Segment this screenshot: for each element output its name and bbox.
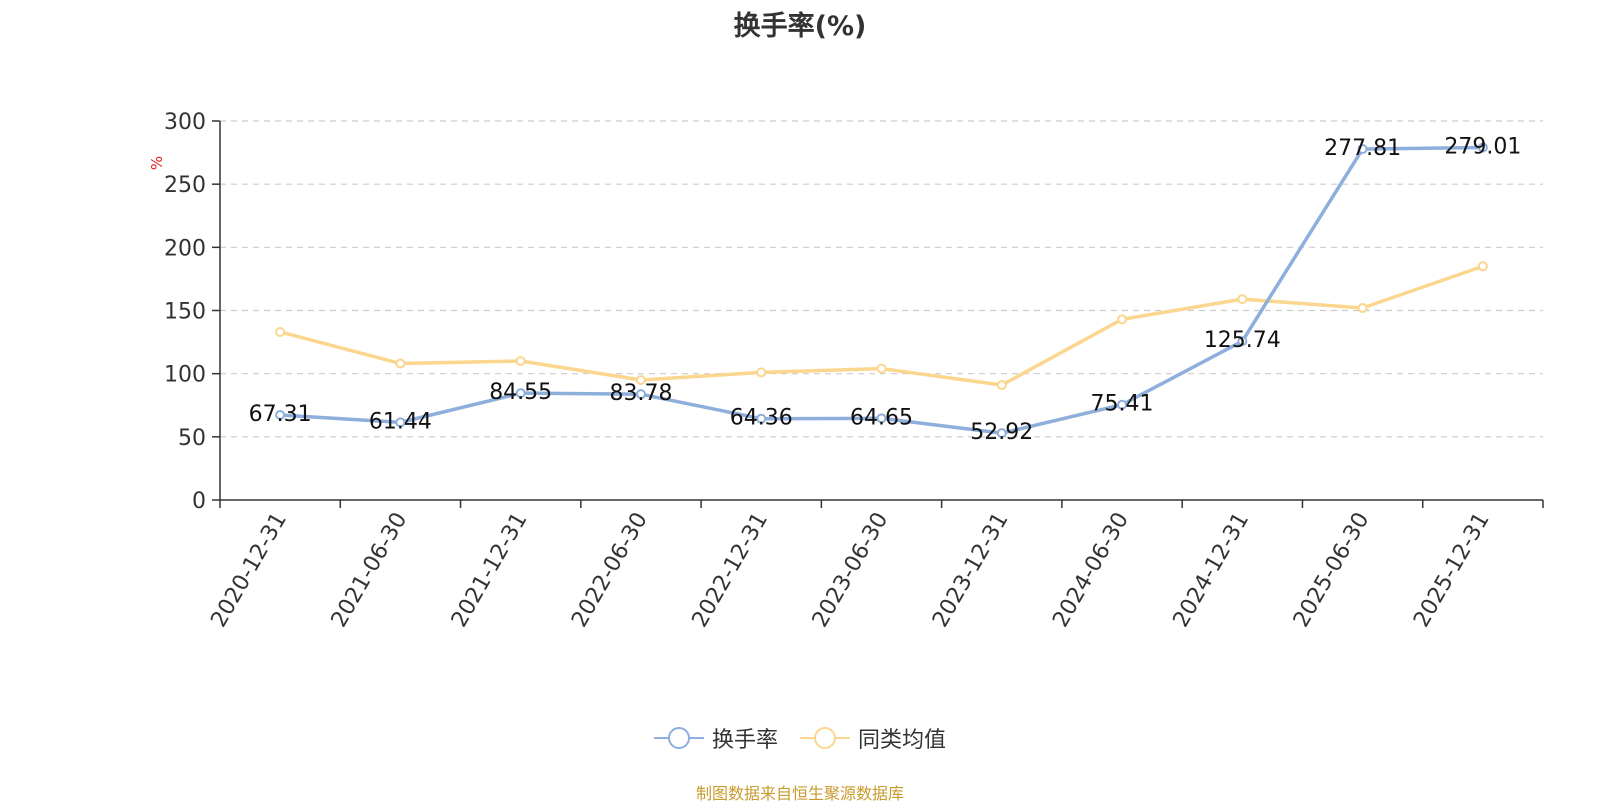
- legend-item-turnover[interactable]: 换手率: [653, 722, 778, 754]
- legend: 换手率 同类均值: [0, 722, 1600, 754]
- data-point: [635, 374, 646, 385]
- data-label: 61.44: [369, 409, 432, 434]
- data-point: [1237, 336, 1248, 347]
- x-tick-label: 2025-12-31: [1409, 508, 1495, 631]
- data-label: 75.41: [1091, 392, 1154, 417]
- data-point: [996, 428, 1007, 439]
- x-tick-label: 2020-12-31: [206, 508, 292, 631]
- data-labels: 67.31 61.44 84.55 83.78 64.36 64.65 52.92 75.41…: [249, 135, 1522, 446]
- x-tick-label: 2022-06-30: [567, 508, 653, 631]
- legend-label: 同类均值: [858, 728, 947, 753]
- data-point: [635, 389, 646, 400]
- x-tick-label: 2023-12-31: [928, 508, 1014, 631]
- y-tick-label: 100: [164, 363, 206, 388]
- data-label: 64.36: [730, 406, 793, 431]
- data-label: 125.74: [1204, 328, 1281, 353]
- series-layer: [275, 142, 1488, 439]
- y-axis: 0 50 100 150 200 250 300%: [148, 110, 221, 514]
- data-point: [1237, 294, 1248, 305]
- y-tick-label: 50: [178, 426, 206, 451]
- data-point: [1117, 399, 1128, 410]
- x-tick-label: 2021-06-30: [327, 508, 413, 631]
- x-tick-label: 2025-06-30: [1289, 508, 1375, 631]
- data-point: [876, 413, 887, 424]
- data-label: 83.78: [609, 381, 672, 406]
- data-point: [395, 358, 406, 369]
- data-label: 279.01: [1444, 135, 1521, 160]
- data-label: 277.81: [1324, 136, 1401, 161]
- data-point: [275, 326, 286, 337]
- data-point: [876, 363, 887, 374]
- data-point: [1477, 142, 1488, 153]
- data-point: [395, 417, 406, 428]
- data-point: [1477, 261, 1488, 272]
- data-label: 84.55: [489, 380, 552, 405]
- x-tick-label: 2024-06-30: [1048, 508, 1134, 631]
- data-label: 67.31: [249, 402, 312, 427]
- data-point: [1117, 314, 1128, 325]
- legend-item-peer-average[interactable]: 同类均值: [800, 722, 946, 754]
- x-tick-label: 2022-12-31: [688, 508, 774, 631]
- data-label: 64.65: [850, 405, 913, 430]
- legend-label: 换手率: [711, 728, 778, 753]
- legend-line-circle-icon: [653, 727, 704, 749]
- data-point: [275, 409, 286, 420]
- data-label: 52.92: [970, 420, 1033, 445]
- y-tick-label: 250: [164, 173, 206, 198]
- data-point: [1357, 144, 1368, 155]
- series-line-0: [280, 145, 1483, 435]
- x-tick-label: 2024-12-31: [1169, 508, 1255, 631]
- y-tick-label: 0: [192, 489, 206, 514]
- x-axis: 2020-12-31 2021-06-30 2021-12-31 2022-06-30…: [206, 499, 1544, 632]
- y-tick-label: 300: [164, 110, 206, 135]
- chart-title: 换手率(%): [733, 11, 867, 42]
- data-point: [515, 388, 526, 399]
- data-point: [996, 380, 1007, 391]
- data-point: [1357, 302, 1368, 313]
- legend-line-circle-icon: [800, 727, 850, 749]
- y-axis-unit-label: %: [148, 156, 166, 170]
- data-point: [515, 356, 526, 367]
- x-tick-label: 2023-06-30: [808, 508, 894, 631]
- data-point: [756, 367, 767, 378]
- source-note: 制图数据来自恒生聚源数据库: [695, 784, 904, 803]
- y-tick-label: 200: [164, 236, 206, 261]
- data-point: [756, 413, 767, 424]
- grid-lines: [220, 120, 1543, 438]
- y-tick-label: 150: [164, 300, 206, 325]
- x-tick-label: 2021-12-31: [447, 508, 533, 631]
